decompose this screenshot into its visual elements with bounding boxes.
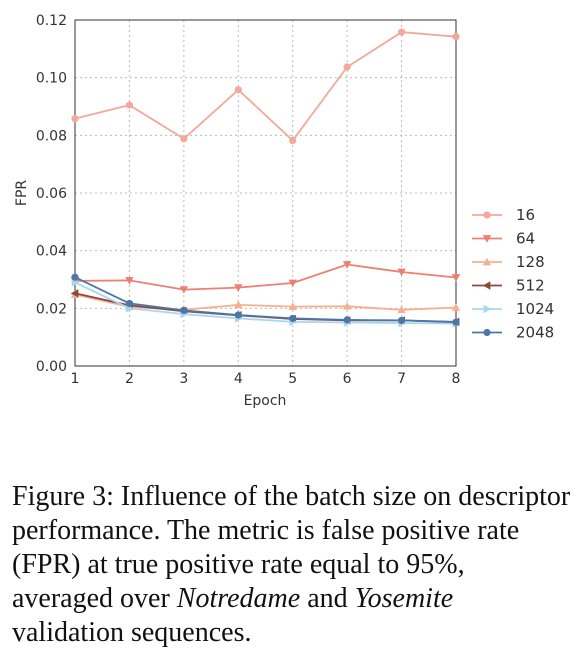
- series-line-2048: [74, 276, 457, 324]
- data-point-128: [288, 302, 297, 310]
- figure-caption: Figure 3: Influence of the batch size on…: [12, 480, 572, 650]
- legend-marker: [482, 257, 492, 266]
- y-axis-label: FPR: [14, 180, 30, 206]
- data-point-16: [125, 101, 134, 109]
- legend-label: 64: [516, 230, 535, 248]
- x-tick-label: 3: [179, 371, 188, 387]
- caption-text-middle: and: [300, 583, 355, 614]
- x-tick-label: 8: [452, 371, 461, 387]
- series-64: [70, 261, 461, 294]
- x-tick-label: 7: [397, 371, 406, 387]
- legend-marker: [483, 328, 491, 337]
- y-tick-label: 0.10: [36, 71, 67, 87]
- data-point-128: [397, 305, 406, 314]
- x-tick-label: 5: [288, 371, 297, 387]
- series-2048: [71, 273, 460, 326]
- plot-frame: [74, 19, 457, 367]
- data-point-2048: [452, 318, 460, 326]
- data-point-16: [289, 136, 297, 145]
- x-tick-label: 1: [71, 371, 80, 387]
- legend-marker: [482, 281, 491, 290]
- data-point-64: [288, 279, 297, 288]
- legend-label: 128: [516, 253, 545, 271]
- data-point-2048: [397, 316, 406, 325]
- legend-label: 2048: [516, 324, 554, 342]
- caption-italic-notredame: Notredame: [176, 583, 301, 614]
- legend-entry-128: 128: [472, 253, 545, 271]
- data-point-16: [234, 86, 242, 94]
- data-point-512: [70, 289, 79, 298]
- legend-marker: [483, 304, 492, 314]
- axes: [74, 19, 457, 367]
- x-tick-label: 4: [234, 371, 243, 387]
- y-tick-label: 0.02: [36, 301, 67, 317]
- data-point-16: [452, 33, 460, 41]
- data-point-64: [342, 261, 352, 269]
- caption-text-start: Figure 3: Influence of the batch size on…: [12, 481, 571, 614]
- x-tick-label: 2: [125, 371, 134, 387]
- legend-marker: [482, 235, 492, 243]
- data-point-64: [451, 274, 461, 282]
- tick-labels: 0.00 0.02 0.04 0.06 0.08 0.10 0.12 1 2 3 4 5 6 7 8: [36, 13, 461, 387]
- data-point-128: [451, 303, 461, 311]
- series-line-64: [74, 263, 457, 291]
- series-line-1024: [74, 281, 457, 325]
- y-tick-label: 0.06: [36, 186, 67, 202]
- legend-entry-16: 16: [472, 206, 535, 224]
- data-point-64: [179, 286, 189, 294]
- data-point-64: [397, 268, 406, 277]
- data-point-2048: [289, 314, 297, 323]
- data-point-64: [125, 277, 134, 285]
- data-point-2048: [343, 316, 351, 324]
- legend-label: 16: [516, 206, 535, 224]
- legend-entry-2048: 2048: [472, 324, 554, 342]
- series-16: [71, 28, 460, 145]
- legend-label: 512: [516, 277, 545, 295]
- series-line-128: [74, 293, 457, 311]
- legend: 16 64 128 512 1024 2048: [472, 206, 554, 342]
- x-axis-label: Epoch: [244, 393, 287, 409]
- data-point-16: [71, 115, 79, 123]
- grid-lines: [75, 20, 456, 366]
- y-tick-label: 0.08: [36, 128, 67, 144]
- data-point-2048: [125, 299, 134, 308]
- legend-entry-1024: 1024: [472, 300, 554, 318]
- caption-italic-yosemite: Yosemite: [354, 583, 454, 614]
- data-point-64: [234, 284, 243, 292]
- legend-marker: [483, 211, 491, 219]
- data-point-2048: [234, 311, 242, 319]
- legend-entry-512: 512: [472, 277, 545, 295]
- data-point-2048: [180, 306, 188, 314]
- data-point-16: [180, 135, 188, 143]
- legend-label: 1024: [516, 300, 554, 318]
- data-point-2048: [71, 273, 79, 281]
- data-point-16: [343, 63, 351, 71]
- y-tick-label: 0.12: [36, 13, 67, 29]
- data-point-128: [234, 300, 243, 309]
- data-point-16: [397, 28, 406, 36]
- y-tick-label: 0.04: [36, 244, 67, 260]
- x-tick-label: 6: [343, 371, 352, 387]
- data-point-128: [342, 302, 352, 310]
- caption-text-end: validation sequences.: [12, 617, 252, 648]
- fpr-chart: 0.00 0.02 0.04 0.06 0.08 0.10 0.12 1 2 3 4 5 6 7 8 Epo…: [14, 13, 554, 409]
- series-group: [70, 28, 461, 328]
- series-line-16: [74, 31, 457, 142]
- legend-entry-64: 64: [472, 230, 535, 248]
- y-tick-label: 0.00: [36, 359, 67, 375]
